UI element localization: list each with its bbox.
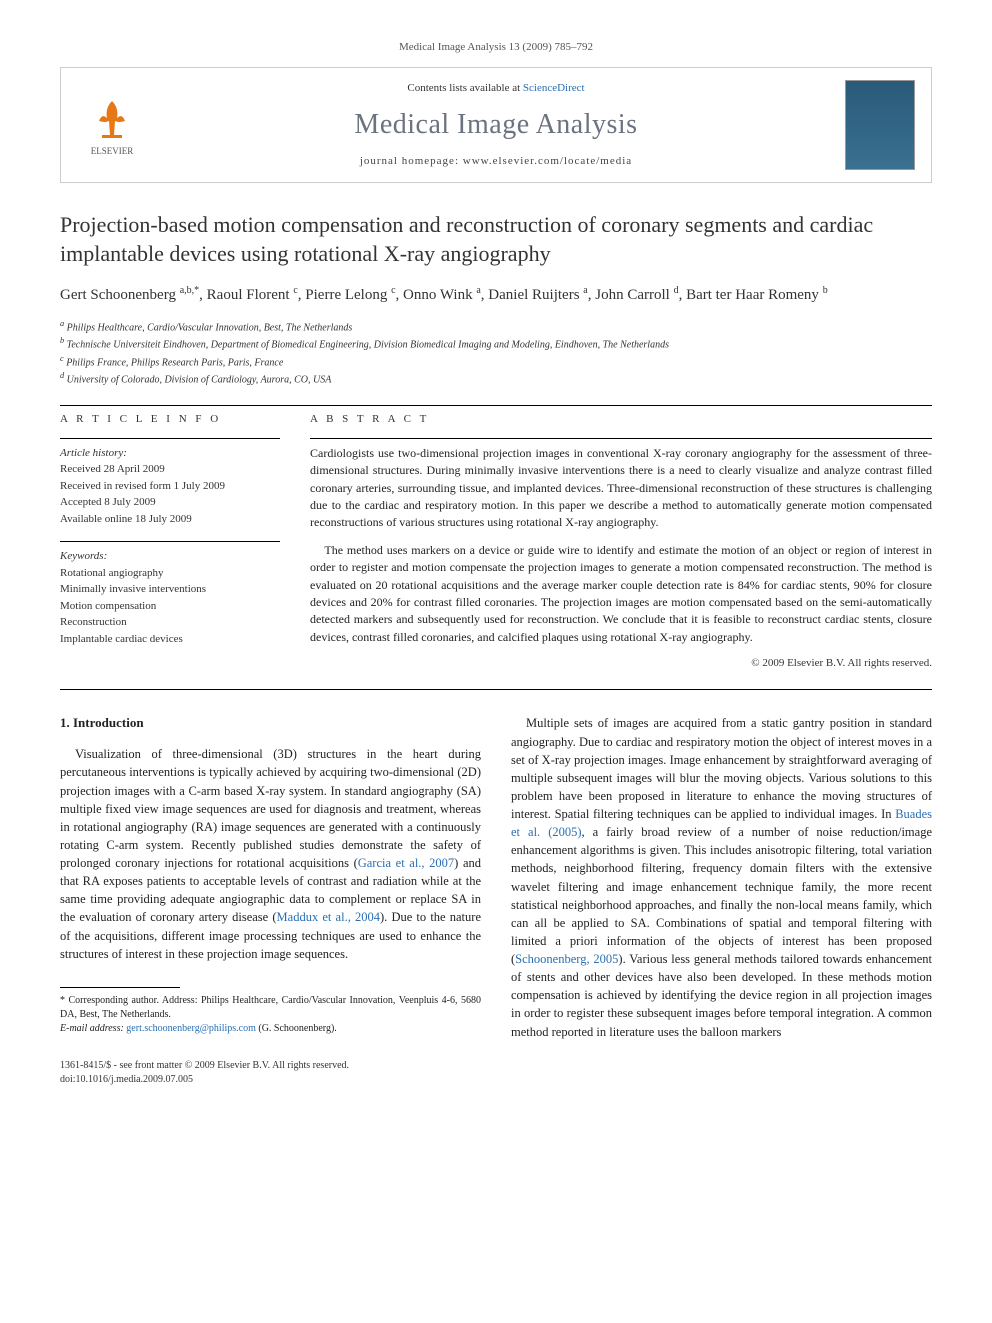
- introduction-heading: 1. Introduction: [60, 714, 481, 733]
- keywords-label: Keywords:: [60, 548, 280, 565]
- email-suffix: (G. Schoonenberg).: [256, 1023, 337, 1034]
- citation-link[interactable]: Schoonenberg, 2005: [515, 952, 618, 966]
- journal-banner: ELSEVIER Contents lists available at Sci…: [60, 67, 932, 183]
- author-list: Gert Schoonenberg a,b,*, Raoul Florent c…: [60, 283, 932, 307]
- homepage-prefix: journal homepage:: [360, 155, 463, 167]
- body-column-right: Multiple sets of images are acquired fro…: [511, 714, 932, 1040]
- article-history-block: Article history: Received 28 April 2009R…: [60, 445, 280, 528]
- divider: [60, 689, 932, 690]
- history-line: Received in revised form 1 July 2009: [60, 478, 280, 495]
- contents-lists-line: Contents lists available at ScienceDirec…: [147, 81, 845, 96]
- publisher-name: ELSEVIER: [91, 145, 134, 158]
- banner-center: Contents lists available at ScienceDirec…: [147, 81, 845, 169]
- page-footer: 1361-8415/$ - see front matter © 2009 El…: [60, 1059, 932, 1087]
- affiliation-line: d University of Colorado, Division of Ca…: [60, 370, 932, 387]
- body-paragraph: Visualization of three-dimensional (3D) …: [60, 745, 481, 963]
- info-abstract-row: A R T I C L E I N F O Article history: R…: [60, 412, 932, 671]
- journal-homepage-line: journal homepage: www.elsevier.com/locat…: [147, 154, 845, 169]
- keyword-line: Rotational angiography: [60, 565, 280, 582]
- affiliation-line: c Philips France, Philips Research Paris…: [60, 353, 932, 370]
- affiliations-list: a Philips Healthcare, Cardio/Vascular In…: [60, 318, 932, 387]
- keyword-line: Motion compensation: [60, 598, 280, 615]
- journal-cover-thumbnail: [845, 80, 915, 170]
- running-header: Medical Image Analysis 13 (2009) 785–792: [60, 40, 932, 55]
- affiliation-line: b Technische Universiteit Eindhoven, Dep…: [60, 335, 932, 352]
- email-label: E-mail address:: [60, 1023, 126, 1034]
- keyword-line: Reconstruction: [60, 614, 280, 631]
- publisher-logo-block: ELSEVIER: [77, 85, 147, 165]
- article-info-label: A R T I C L E I N F O: [60, 412, 280, 427]
- doi-line: doi:10.1016/j.media.2009.07.005: [60, 1073, 932, 1087]
- affiliation-line: a Philips Healthcare, Cardio/Vascular In…: [60, 318, 932, 335]
- divider: [60, 405, 932, 406]
- footnote-separator: [60, 987, 180, 988]
- sciencedirect-link[interactable]: ScienceDirect: [523, 82, 585, 94]
- body-paragraph: Multiple sets of images are acquired fro…: [511, 714, 932, 1040]
- abstract-paragraph-1: Cardiologists use two-dimensional projec…: [310, 445, 932, 532]
- front-matter-line: 1361-8415/$ - see front matter © 2009 El…: [60, 1059, 932, 1073]
- citation-link[interactable]: Maddux et al., 2004: [277, 910, 380, 924]
- keywords-block: Keywords: Rotational angiographyMinimall…: [60, 548, 280, 647]
- abstract-label: A B S T R A C T: [310, 412, 932, 427]
- journal-title: Medical Image Analysis: [147, 105, 845, 144]
- body-text: Visualization of three-dimensional (3D) …: [60, 747, 481, 870]
- homepage-url: www.elsevier.com/locate/media: [463, 155, 632, 167]
- email-line: E-mail address: gert.schoonenberg@philip…: [60, 1022, 481, 1036]
- divider: [60, 541, 280, 542]
- keyword-line: Minimally invasive interventions: [60, 581, 280, 598]
- citation-link[interactable]: Garcia et al., 2007: [358, 856, 454, 870]
- article-info-column: A R T I C L E I N F O Article history: R…: [60, 412, 280, 671]
- elsevier-tree-icon: [87, 93, 137, 143]
- history-line: Available online 18 July 2009: [60, 511, 280, 528]
- history-label: Article history:: [60, 445, 280, 462]
- divider: [60, 438, 280, 439]
- history-line: Received 28 April 2009: [60, 461, 280, 478]
- body-two-column: 1. Introduction Visualization of three-d…: [60, 714, 932, 1040]
- divider: [310, 438, 932, 439]
- email-link[interactable]: gert.schoonenberg@philips.com: [126, 1023, 256, 1034]
- abstract-copyright: © 2009 Elsevier B.V. All rights reserved…: [310, 656, 932, 671]
- footnotes-block: * Corresponding author. Address: Philips…: [60, 994, 481, 1036]
- body-text: , a fairly broad review of a number of n…: [511, 825, 932, 966]
- contents-prefix: Contents lists available at: [407, 82, 522, 94]
- keyword-line: Implantable cardiac devices: [60, 631, 280, 648]
- abstract-paragraph-2: The method uses markers on a device or g…: [310, 542, 932, 646]
- article-title: Projection-based motion compensation and…: [60, 211, 932, 268]
- body-text: Multiple sets of images are acquired fro…: [511, 716, 932, 821]
- abstract-column: A B S T R A C T Cardiologists use two-di…: [310, 412, 932, 671]
- body-column-left: 1. Introduction Visualization of three-d…: [60, 714, 481, 1040]
- history-line: Accepted 8 July 2009: [60, 494, 280, 511]
- corresponding-author-note: * Corresponding author. Address: Philips…: [60, 994, 481, 1022]
